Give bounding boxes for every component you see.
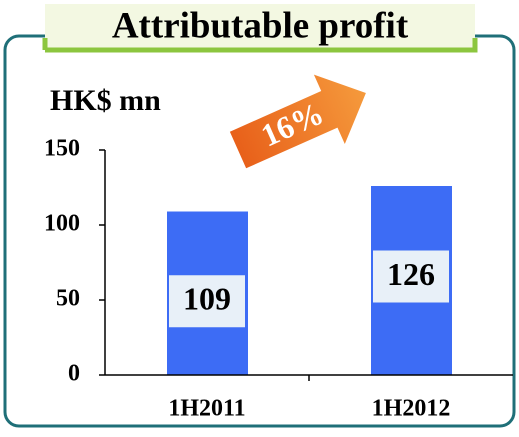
arrow-shape — [229, 74, 366, 169]
value-label-box — [373, 250, 449, 303]
chart-title: Attributable profit — [112, 5, 409, 46]
y-axis-label: HK$ mn — [50, 84, 161, 117]
x-tick-label: 1H2011 — [168, 396, 245, 422]
y-tick-label: 50 — [56, 286, 80, 312]
x-tick-label: 1H2012 — [372, 396, 451, 422]
title-underline — [45, 38, 478, 53]
y-tick-label: 150 — [44, 136, 80, 162]
value-label: 109 — [183, 281, 231, 317]
y-tick-label: 0 — [68, 361, 80, 387]
growth-arrow: 16% — [229, 74, 366, 169]
value-label-box — [169, 275, 245, 328]
title-tab — [45, 4, 475, 50]
value-label: 126 — [387, 256, 435, 292]
y-tick-label: 100 — [44, 211, 80, 237]
